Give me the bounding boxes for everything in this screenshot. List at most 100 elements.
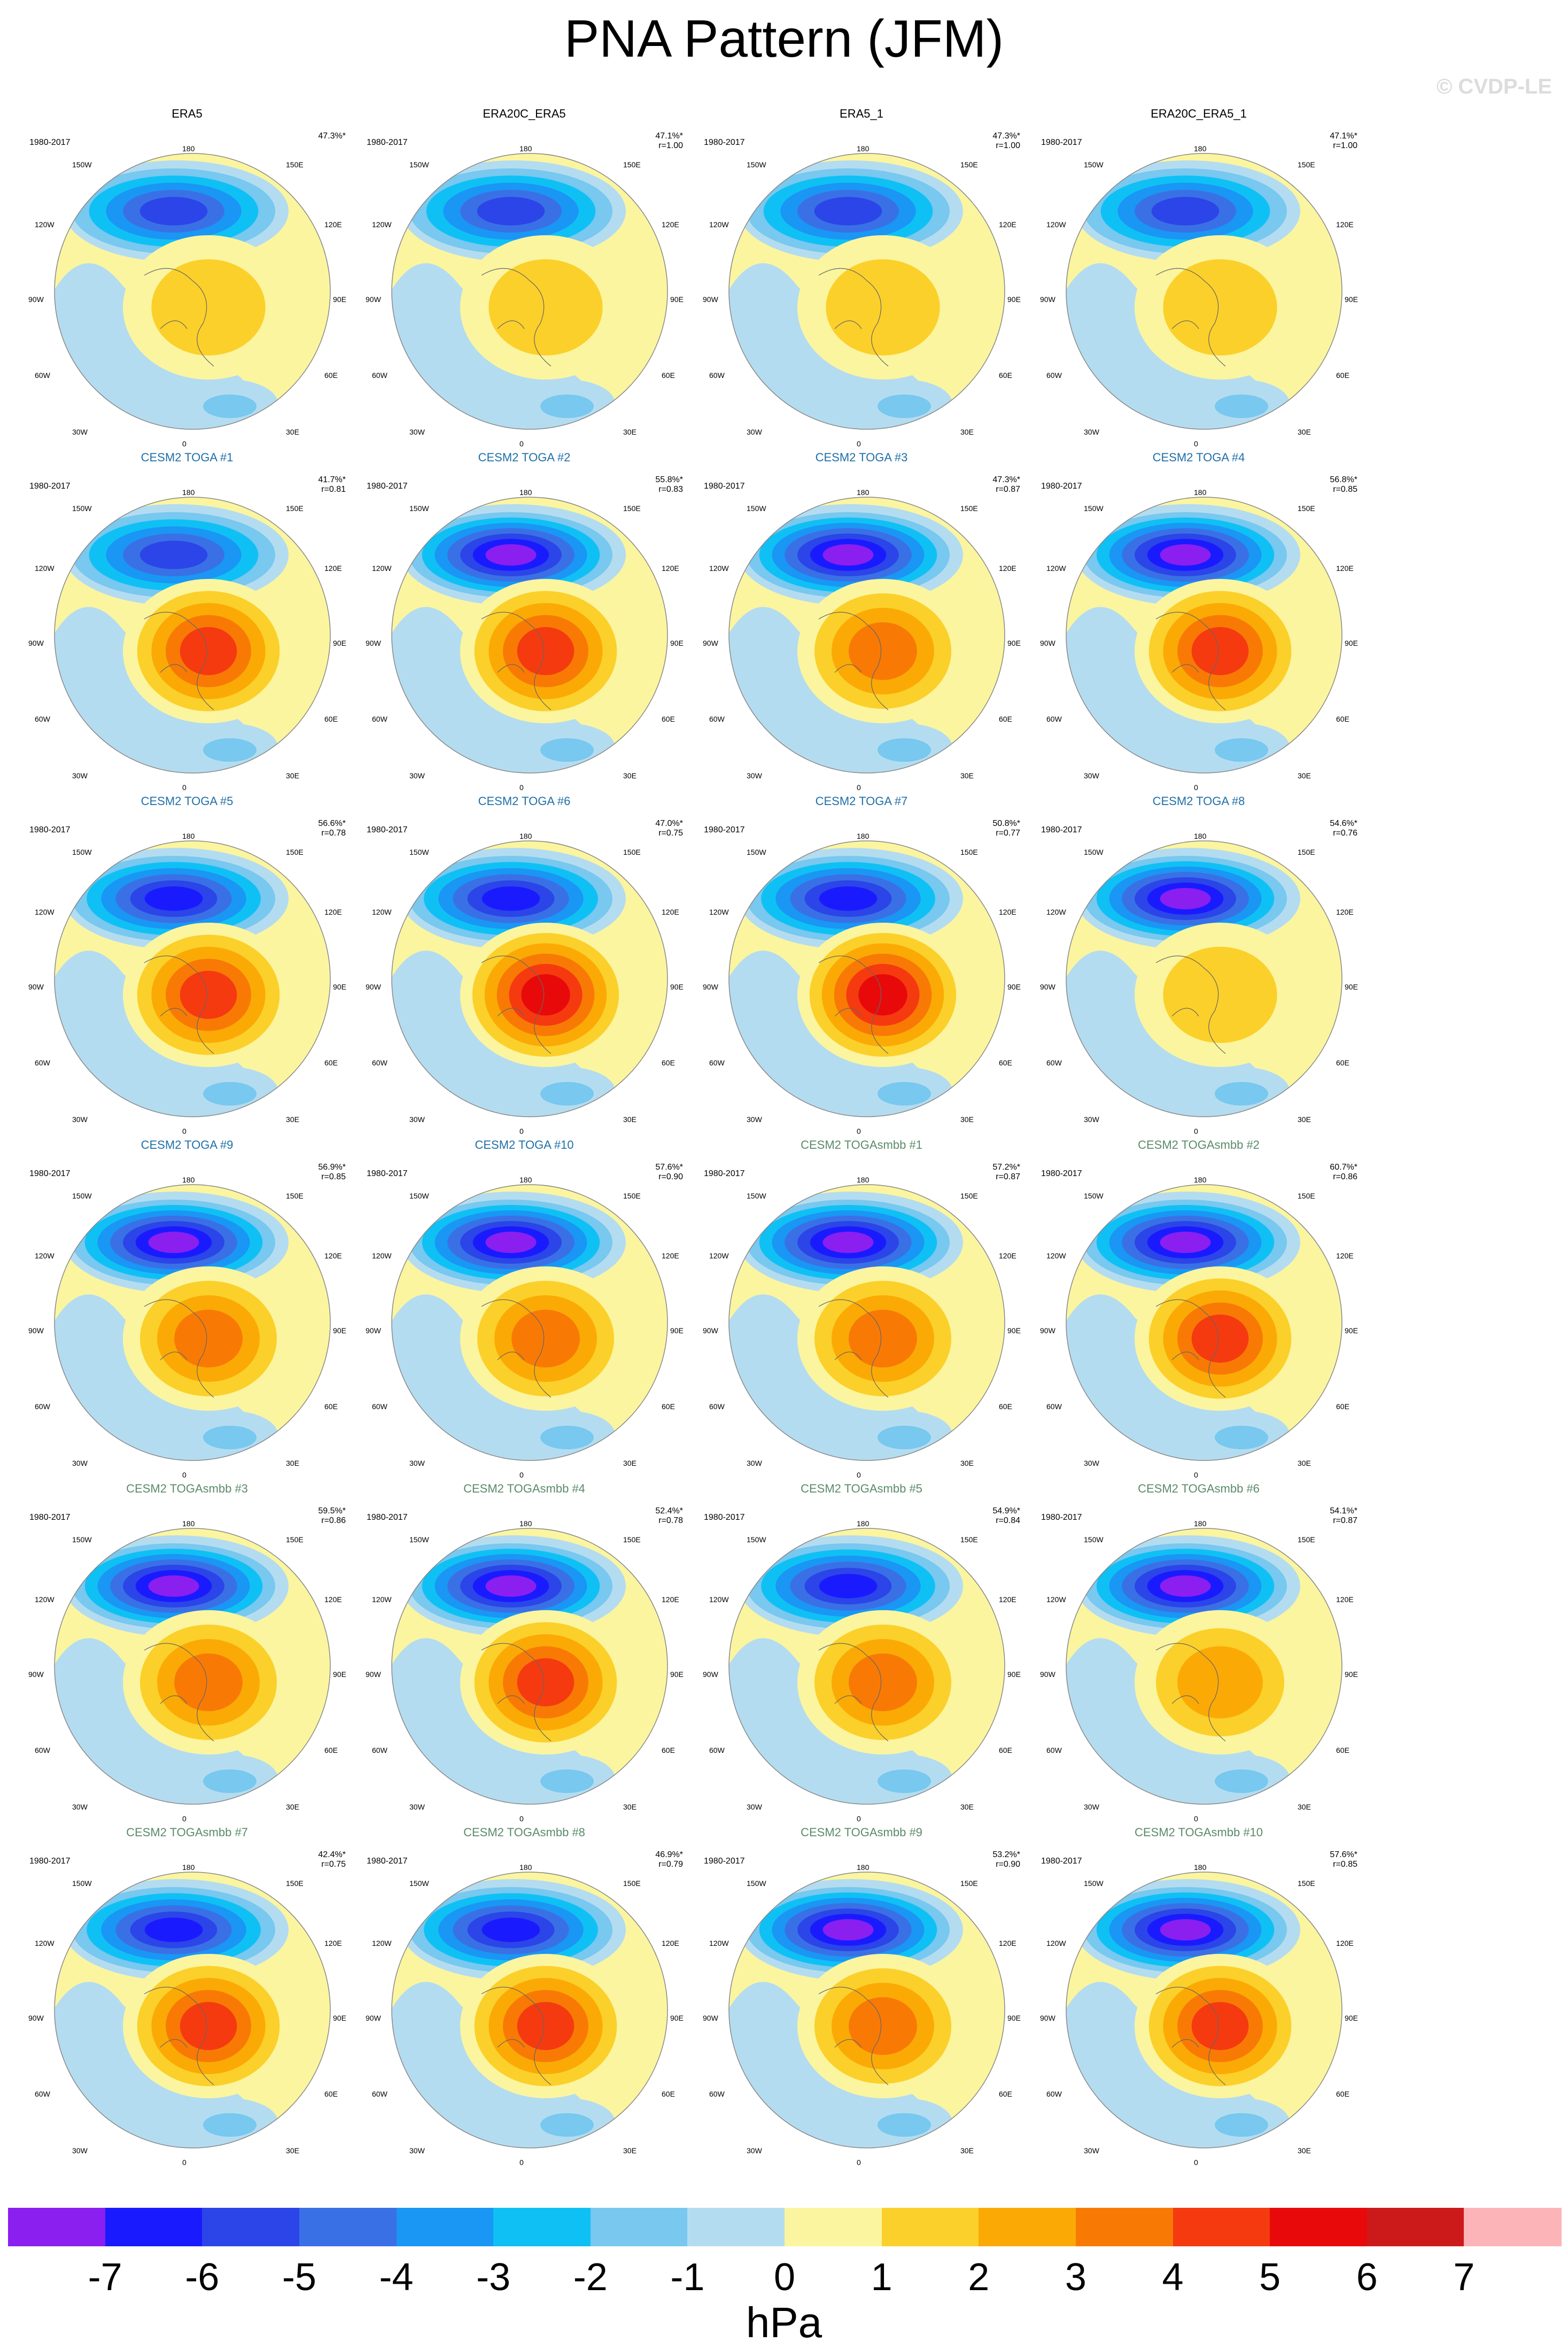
longitude-label: 120E bbox=[1336, 1251, 1354, 1260]
panel-period: 1980-2017 bbox=[29, 482, 71, 491]
panel-period: 1980-2017 bbox=[1041, 138, 1082, 147]
panel-variance: 52.4%* bbox=[655, 1506, 683, 1516]
panel-variance: 59.5%* bbox=[318, 1506, 346, 1516]
longitude-label: 90W bbox=[1040, 1326, 1055, 1335]
panel-title: CESM2 TOGAsmbb #9 bbox=[801, 1826, 922, 1839]
map-panel: CESM2 TOGA #5 1980-2017 56.6%* r=0.78 180 0 15… bbox=[19, 794, 355, 1137]
longitude-label: 60E bbox=[662, 2090, 675, 2098]
longitude-label: 150E bbox=[1298, 1535, 1315, 1544]
longitude-label: 90E bbox=[333, 983, 346, 991]
panel-variance: 47.1%* bbox=[655, 132, 683, 141]
longitude-label: 90W bbox=[703, 1326, 718, 1335]
longitude-label: 150W bbox=[1084, 1535, 1104, 1544]
longitude-label: 120W bbox=[372, 1939, 392, 1947]
longitude-label: 120W bbox=[709, 908, 729, 916]
longitude-label: 150E bbox=[286, 1192, 304, 1200]
colorbar-cell bbox=[396, 2208, 494, 2246]
longitude-label: 90W bbox=[703, 639, 718, 647]
longitude-label: 0 bbox=[857, 1127, 861, 1135]
longitude-label: 60W bbox=[1046, 371, 1062, 380]
panel-stats: 56.8%* r=0.85 bbox=[1330, 475, 1357, 494]
map-panel: CESM2 TOGAsmbb #3 1980-2017 59.5%* r=0.86 18… bbox=[19, 1482, 355, 1824]
longitude-label: 150W bbox=[747, 160, 766, 169]
polar-map bbox=[1066, 1528, 1342, 1805]
longitude-label: 120W bbox=[35, 564, 55, 573]
longitude-label: 0 bbox=[182, 2158, 187, 2167]
longitude-label: 150E bbox=[286, 848, 304, 856]
panel-period: 1980-2017 bbox=[29, 825, 71, 834]
longitude-label: 120W bbox=[372, 908, 392, 916]
longitude-label: 90W bbox=[366, 639, 381, 647]
longitude-label: 150W bbox=[1084, 1192, 1104, 1200]
longitude-label: 120W bbox=[1046, 564, 1066, 573]
longitude-label: 0 bbox=[1194, 1814, 1198, 1823]
colorbar-cell bbox=[8, 2208, 106, 2246]
map-panel: CESM2 TOGA #10 1980-2017 57.6%* r=0.90 180 0 1… bbox=[356, 1138, 693, 1480]
panel-period: 1980-2017 bbox=[367, 1513, 408, 1522]
longitude-label: 30W bbox=[1084, 1803, 1099, 1811]
map-panel: CESM2 TOGAsmbb #4 1980-2017 52.4%* r=0.78 18… bbox=[356, 1482, 693, 1824]
longitude-label: 90E bbox=[1007, 639, 1021, 647]
longitude-label: 0 bbox=[519, 783, 524, 792]
longitude-label: 150W bbox=[72, 1535, 92, 1544]
longitude-label: 60E bbox=[999, 715, 1012, 723]
panel-title: CESM2 TOGAsmbb #10 bbox=[1134, 1826, 1263, 1839]
panel-correlation: r=1.00 bbox=[996, 141, 1020, 150]
map-panel: CESM2 TOGAsmbb #6 1980-2017 54.1%* r=0.87 18… bbox=[1030, 1482, 1367, 1824]
panel-period: 1980-2017 bbox=[367, 825, 408, 834]
longitude-label: 30E bbox=[623, 771, 636, 780]
longitude-label: 0 bbox=[182, 1471, 187, 1479]
longitude-label: 120W bbox=[35, 908, 55, 916]
longitude-label: 60W bbox=[1046, 715, 1062, 723]
longitude-label: 30E bbox=[623, 1459, 636, 1467]
longitude-label: 150E bbox=[1298, 848, 1315, 856]
colorbar-tick-label: 0 bbox=[773, 2256, 796, 2299]
longitude-label: 180 bbox=[182, 488, 195, 497]
map-panel: ERA20C_ERA5_1 1980-2017 47.1%* r=1.00 180 0 15… bbox=[1030, 107, 1367, 449]
panel-variance: 46.9%* bbox=[655, 1850, 683, 1859]
longitude-label: 30W bbox=[72, 1459, 88, 1467]
colorbar-tick-label: 2 bbox=[968, 2256, 990, 2299]
longitude-label: 0 bbox=[182, 1814, 187, 1823]
longitude-label: 60E bbox=[999, 1058, 1012, 1067]
longitude-label: 90W bbox=[366, 295, 381, 304]
panel-variance: 47.3%* bbox=[992, 132, 1020, 141]
longitude-label: 0 bbox=[1194, 2158, 1198, 2167]
longitude-label: 180 bbox=[1194, 832, 1207, 840]
panel-title: CESM2 TOGA #8 bbox=[1152, 794, 1245, 808]
longitude-label: 60E bbox=[662, 371, 675, 380]
longitude-label: 60E bbox=[1336, 2090, 1349, 2098]
longitude-label: 120E bbox=[324, 1251, 342, 1260]
panel-stats: 41.7%* r=0.81 bbox=[318, 475, 346, 494]
longitude-label: 120E bbox=[1336, 220, 1354, 229]
longitude-label: 150W bbox=[72, 848, 92, 856]
longitude-label: 150W bbox=[747, 848, 766, 856]
longitude-label: 180 bbox=[519, 1519, 532, 1528]
longitude-label: 120W bbox=[709, 564, 729, 573]
longitude-label: 30W bbox=[72, 428, 88, 436]
longitude-label: 150E bbox=[623, 1879, 641, 1888]
panel-stats: 47.1%* r=1.00 bbox=[655, 132, 683, 151]
longitude-label: 120E bbox=[324, 564, 342, 573]
watermark: © CVDP-LE bbox=[1436, 75, 1552, 98]
panel-title: CESM2 TOGAsmbb #4 bbox=[463, 1482, 585, 1495]
longitude-label: 60E bbox=[999, 1746, 1012, 1754]
panel-correlation: r=0.87 bbox=[996, 485, 1020, 494]
longitude-label: 60W bbox=[1046, 2090, 1062, 2098]
map-panel: CESM2 TOGA #8 1980-2017 54.6%* r=0.76 180 0 15… bbox=[1030, 794, 1367, 1137]
polar-map bbox=[728, 153, 1005, 430]
longitude-label: 0 bbox=[857, 1814, 861, 1823]
longitude-label: 60W bbox=[35, 2090, 50, 2098]
longitude-label: 30E bbox=[1298, 771, 1311, 780]
longitude-label: 180 bbox=[519, 1863, 532, 1872]
polar-map bbox=[1066, 497, 1342, 774]
map-panel: CESM2 TOGAsmbb #1 1980-2017 57.2%* r=0.87 18… bbox=[693, 1138, 1030, 1480]
colorbar-tick-label: 6 bbox=[1356, 2256, 1378, 2299]
longitude-label: 60W bbox=[372, 371, 387, 380]
colorbar-tick-label: -3 bbox=[476, 2256, 511, 2299]
longitude-label: 60W bbox=[709, 2090, 725, 2098]
longitude-label: 60W bbox=[709, 1402, 725, 1411]
longitude-label: 150W bbox=[409, 848, 429, 856]
longitude-label: 30E bbox=[1298, 1803, 1311, 1811]
longitude-label: 150W bbox=[747, 1192, 766, 1200]
